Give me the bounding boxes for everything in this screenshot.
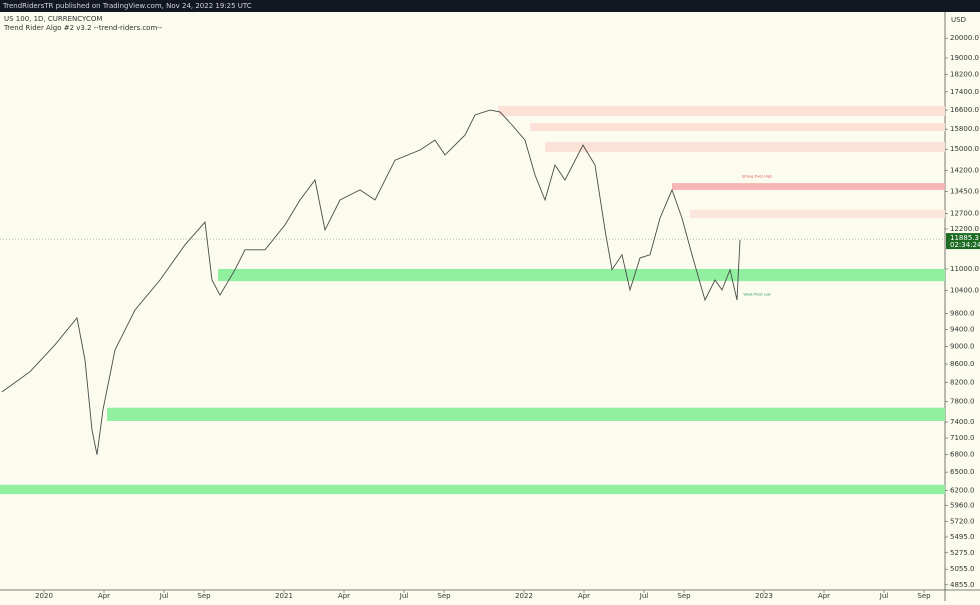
zone	[498, 106, 945, 116]
x-tick-label: Sep	[437, 592, 451, 600]
zone	[0, 484, 945, 495]
x-tick-label: Jul	[879, 592, 889, 600]
currency: USD	[951, 16, 966, 24]
y-tick-label: 8200.0	[950, 378, 975, 386]
x-tick-label: Jul	[399, 592, 409, 600]
zone	[218, 268, 945, 282]
zone	[672, 183, 945, 190]
y-tick-label: 8600.0	[950, 360, 975, 368]
x-tick-label: Apr	[338, 592, 350, 600]
y-tick-label: 4855.0	[950, 581, 975, 589]
y-tick-label: 15800.0	[950, 125, 979, 133]
x-tick-label: 2022	[515, 592, 533, 600]
y-tick-label: 11000.0	[950, 265, 979, 273]
y-tick-label: 5720.0	[950, 517, 975, 525]
y-tick-label: 5055.0	[950, 565, 975, 573]
y-tick-label: 7100.0	[950, 434, 975, 442]
annotation: Strong Pivot High	[742, 174, 772, 178]
y-tick-label: 7400.0	[950, 418, 975, 426]
y-tick-label: 18200.0	[950, 71, 979, 79]
y-tick-label: 5495.0	[950, 533, 975, 541]
y-tick-label: 9000.0	[950, 342, 975, 350]
y-tick-label: 20000.0	[950, 34, 979, 42]
x-tick-label: Jul	[639, 592, 649, 600]
x-tick-label: Sep	[677, 592, 691, 600]
x-tick-label: 2020	[35, 592, 53, 600]
x-tick-label: Sep	[917, 592, 931, 600]
x-tick-label: Apr	[98, 592, 110, 600]
y-tick-label: 6800.0	[950, 451, 975, 459]
x-tick-label: Jul	[159, 592, 169, 600]
y-tick-label: 9400.0	[950, 326, 975, 334]
y-tick-label: 17400.0	[950, 88, 979, 96]
top-bar	[0, 0, 980, 12]
publish-info: TrendRidersTR published on TradingView.c…	[2, 2, 252, 10]
x-tick-label: 2023	[755, 592, 773, 600]
annotation: Weak Pivot Low	[743, 292, 770, 296]
y-tick-label: 7800.0	[950, 398, 975, 406]
y-tick-label: 13450.0	[950, 187, 979, 195]
x-tick-label: Apr	[578, 592, 590, 600]
x-tick-label: Sep	[197, 592, 211, 600]
y-tick-label: 10400.0	[950, 287, 979, 295]
y-tick-label: 14200.0	[950, 166, 979, 174]
zone	[690, 209, 945, 219]
y-tick-label: 16600.0	[950, 106, 979, 114]
zone	[530, 123, 945, 132]
y-tick-label: 5275.0	[950, 549, 975, 557]
price-tag	[946, 233, 980, 250]
x-tick-label: Apr	[818, 592, 830, 600]
y-tick-label: 12700.0	[950, 209, 979, 217]
price-tag-value: 11885.3	[950, 234, 979, 242]
zone	[545, 142, 945, 153]
indicator: Trend Rider Algo #2 v3.2 --trend-riders.…	[3, 24, 163, 32]
y-tick-label: 19000.0	[950, 54, 979, 62]
y-tick-label: 12200.0	[950, 225, 979, 233]
y-tick-label: 6200.0	[950, 486, 975, 494]
y-tick-label: 15000.0	[950, 145, 979, 153]
zone	[107, 407, 945, 422]
price-tag-countdown: 02:34:24	[950, 241, 980, 249]
x-tick-label: 2021	[275, 592, 293, 600]
y-tick-label: 9800.0	[950, 310, 975, 318]
symbol: US 100, 1D, CURRENCYCOM	[4, 15, 102, 23]
price-line	[1, 109, 741, 455]
y-tick-label: 6500.0	[950, 468, 975, 476]
y-tick-label: 5960.0	[950, 502, 975, 510]
